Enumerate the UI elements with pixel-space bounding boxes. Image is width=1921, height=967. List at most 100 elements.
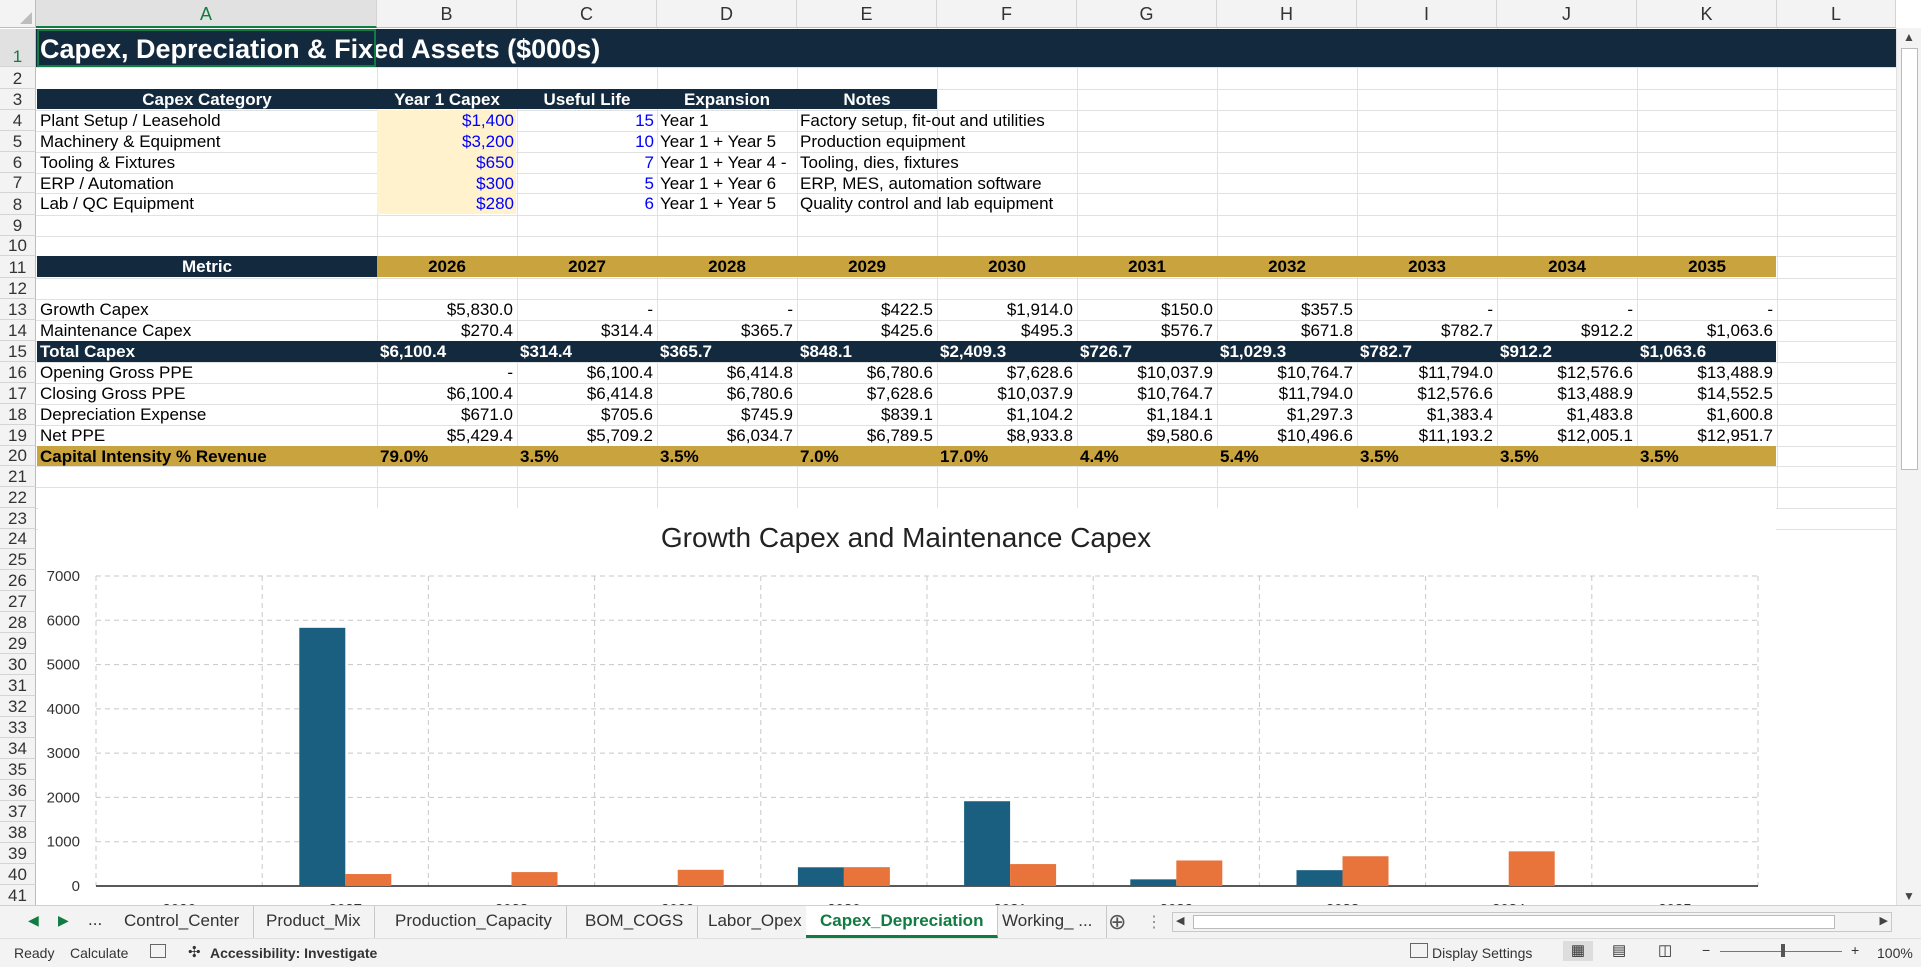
metric-value[interactable]: $7,628.6 — [866, 384, 933, 403]
metric-value[interactable]: $314.4 — [520, 342, 572, 361]
column-header-F[interactable]: F — [937, 0, 1077, 28]
metric-value[interactable]: - — [507, 363, 513, 382]
metric-value[interactable]: $782.7 — [1360, 342, 1412, 361]
capex-category[interactable]: Lab / QC Equipment — [40, 194, 195, 213]
useful-life[interactable]: 6 — [644, 194, 654, 213]
row-header[interactable]: 11 — [0, 256, 36, 278]
calculate-button[interactable]: Calculate — [70, 945, 129, 961]
metric-value[interactable]: $6,780.6 — [726, 384, 793, 403]
row-header[interactable]: 41 — [0, 885, 36, 905]
capex-header-1[interactable]: Year 1 Capex — [394, 90, 500, 109]
metric-value[interactable]: 3.5% — [1500, 447, 1539, 466]
row-header[interactable]: 40 — [0, 864, 36, 885]
row-header[interactable]: 23 — [0, 508, 36, 529]
sheet-tab-product-mix[interactable]: Product_Mix — [252, 906, 376, 938]
row-header[interactable]: 28 — [0, 612, 36, 633]
row-header[interactable]: 6 — [0, 152, 36, 173]
metric-value[interactable]: - — [1627, 300, 1633, 319]
normal-view-icon[interactable]: ▦ — [1563, 941, 1593, 961]
capex-chart[interactable]: Growth Capex and Maintenance Capex 7000 60… — [38, 508, 1776, 905]
tab-split-handle[interactable]: ⋮ — [1146, 914, 1162, 931]
row-header[interactable]: 4 — [0, 110, 36, 131]
zoom-level[interactable]: 100% — [1877, 945, 1913, 961]
row-header[interactable]: 20 — [0, 446, 36, 466]
metric-value[interactable]: $1,383.4 — [1426, 405, 1493, 424]
row-header[interactable]: 22 — [0, 487, 36, 508]
year-header-2031[interactable]: 2031 — [1128, 257, 1166, 276]
year-header-2029[interactable]: 2029 — [848, 257, 886, 276]
row-header[interactable]: 33 — [0, 717, 36, 738]
scroll-up-icon[interactable]: ▲ — [1903, 30, 1915, 44]
year-header-2035[interactable]: 2035 — [1688, 257, 1726, 276]
capex-header-3[interactable]: Expansion — [684, 90, 770, 109]
year1-capex[interactable]: $1,400 — [462, 111, 514, 130]
row-header[interactable]: 39 — [0, 843, 36, 864]
metric-value[interactable]: $11,193.2 — [1418, 426, 1493, 445]
column-header-E[interactable]: E — [797, 0, 937, 28]
expansion[interactable]: Year 1 + Year 4 - — [660, 153, 787, 172]
row-header[interactable]: 2 — [0, 67, 36, 89]
row-header[interactable]: 12 — [0, 278, 36, 299]
row-header[interactable]: 24 — [0, 529, 36, 549]
metric-value[interactable]: $9,580.6 — [1146, 426, 1213, 445]
metric-value[interactable]: $8,933.8 — [1006, 426, 1073, 445]
year1-capex[interactable]: $300 — [476, 174, 514, 193]
zoom-slider-thumb[interactable] — [1781, 944, 1785, 957]
metric-value[interactable]: $726.7 — [1080, 342, 1132, 361]
metric-value[interactable]: $705.6 — [601, 405, 653, 424]
row-header[interactable]: 18 — [0, 404, 36, 425]
metric-value[interactable]: $12,951.7 — [1697, 426, 1773, 445]
useful-life[interactable]: 10 — [635, 132, 654, 151]
row-header[interactable]: 38 — [0, 822, 36, 843]
page-break-view-icon[interactable]: ◫ — [1658, 942, 1673, 959]
year-header-2034[interactable]: 2034 — [1548, 257, 1586, 276]
row-header[interactable]: 15 — [0, 341, 36, 362]
row-header[interactable]: 8 — [0, 193, 36, 215]
zoom-out-icon[interactable]: − — [1702, 942, 1711, 958]
add-sheet-icon[interactable]: ⊕ — [1108, 909, 1127, 934]
column-header-H[interactable]: H — [1217, 0, 1357, 28]
column-header-I[interactable]: I — [1357, 0, 1497, 28]
metric-value[interactable]: $782.7 — [1441, 321, 1493, 340]
metric-value[interactable]: - — [1767, 300, 1773, 319]
metric-value[interactable]: $495.3 — [1021, 321, 1073, 340]
row-header[interactable]: 7 — [0, 173, 36, 193]
metric-value[interactable]: $13,488.9 — [1557, 384, 1633, 403]
metric-value[interactable]: $671.0 — [461, 405, 513, 424]
column-header-C[interactable]: C — [517, 0, 657, 28]
metric-value[interactable]: $5,830.0 — [446, 300, 513, 319]
notes[interactable]: Production equipment — [800, 132, 966, 151]
metric-value[interactable]: $6,100.4 — [446, 384, 513, 403]
metric-value[interactable]: $11,794.0 — [1278, 384, 1353, 403]
metric-value[interactable]: $912.2 — [1500, 342, 1552, 361]
sheet-tab-capex-depreciation[interactable]: Capex_Depreciation — [806, 906, 999, 938]
column-header-J[interactable]: J — [1497, 0, 1637, 28]
capex-header-0[interactable]: Capex Category — [142, 90, 272, 109]
row-header[interactable]: 26 — [0, 570, 36, 591]
capex-header-4[interactable]: Notes — [843, 90, 891, 109]
vertical-scrollbar[interactable]: ▲ ▼ — [1896, 28, 1921, 905]
metric-value[interactable]: $12,005.1 — [1557, 426, 1633, 445]
metric-label[interactable]: Capital Intensity % Revenue — [40, 447, 267, 466]
row-header[interactable]: 1 — [0, 29, 36, 67]
capex-category[interactable]: ERP / Automation — [40, 174, 174, 193]
metric-value[interactable]: $150.0 — [1161, 300, 1213, 319]
notes[interactable]: Tooling, dies, fixtures — [800, 153, 959, 172]
row-header[interactable]: 27 — [0, 591, 36, 612]
metric-value[interactable]: $6,414.8 — [586, 384, 653, 403]
year-header-2027[interactable]: 2027 — [568, 257, 606, 276]
metric-value[interactable]: $745.9 — [741, 405, 793, 424]
metric-value[interactable]: $6,414.8 — [726, 363, 793, 382]
row-header[interactable]: 30 — [0, 654, 36, 675]
useful-life[interactable]: 7 — [644, 153, 654, 172]
expansion[interactable]: Year 1 + Year 5 — [660, 132, 777, 151]
sheet-tab-control-center[interactable]: Control_Center — [110, 906, 255, 938]
metric-value[interactable]: $1,063.6 — [1706, 321, 1773, 340]
capex-category[interactable]: Tooling & Fixtures — [40, 153, 176, 172]
year-header-2032[interactable]: 2032 — [1268, 257, 1306, 276]
year-header-2030[interactable]: 2030 — [988, 257, 1026, 276]
prev-sheet-icon[interactable]: ◀ — [28, 912, 39, 928]
metric-value[interactable]: $6,100.4 — [586, 363, 653, 382]
accessibility-icon[interactable]: ✣ — [188, 944, 201, 961]
notes[interactable]: ERP, MES, automation software — [800, 174, 1042, 193]
